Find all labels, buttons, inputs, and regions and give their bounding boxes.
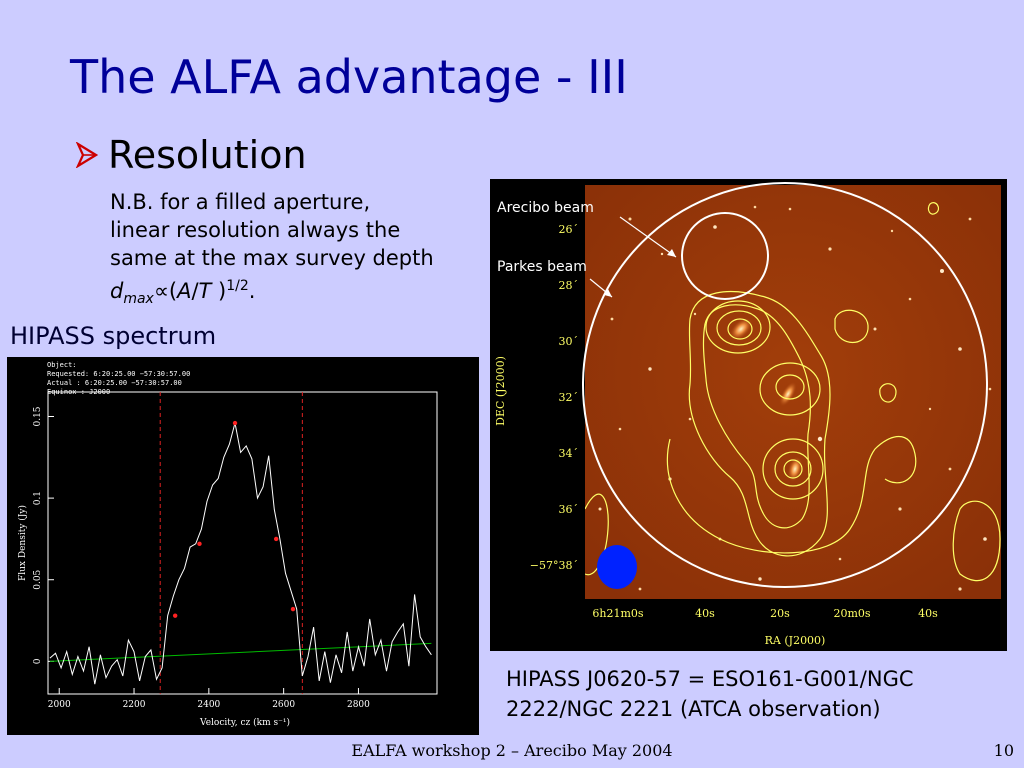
baseline-fit: [49, 642, 432, 662]
ra-tick-1: 40s: [695, 607, 715, 620]
atca-beam-ellipse: [597, 545, 637, 589]
arecibo-pointer: [619, 216, 677, 258]
spectrum-header-2: Actual : 6:20:25.00 −57:30:57.00: [47, 379, 182, 387]
formula-d: d: [110, 279, 124, 303]
arecibo-beam-circle: [681, 212, 769, 300]
formula-a: A: [177, 279, 192, 303]
y-tick-label-1: 0.05: [33, 569, 43, 589]
x-tick-label-0: 2000: [48, 700, 71, 710]
spectrum-header-0: Object:: [47, 361, 77, 369]
x-tick-label-4: 2800: [347, 700, 370, 710]
hipass-spectrum-label: HIPASS spectrum: [10, 322, 217, 350]
star-field: [598, 205, 992, 591]
note-line-1: N.B. for a filled aperture,: [110, 190, 371, 214]
note-line-2: linear resolution always the: [110, 218, 401, 242]
atca-radio-image: Arecibo beam Parkes beam 26´ 28´ 30´ 32´…: [490, 179, 1007, 651]
y-axis-label: Flux Density (Jy): [17, 505, 28, 581]
spectrum-markers: [172, 420, 296, 618]
x-tick-label-2: 2400: [197, 700, 220, 710]
page-number: 10: [993, 741, 1014, 760]
bullet-resolution: Resolution: [76, 133, 307, 177]
spectrum-marker-4: [290, 606, 296, 612]
x-axis-label: Velocity, cz (km s⁻¹): [199, 717, 290, 728]
image-caption: HIPASS J0620-57 = ESO161-G001/NGC 2222/N…: [506, 664, 1006, 724]
resolution-note: N.B. for a filled aperture, linear resol…: [110, 188, 490, 313]
dec-tick-38: −57°38´: [530, 559, 578, 572]
parkes-beam-label: Parkes beam: [497, 259, 587, 275]
formula-max: max: [123, 291, 154, 308]
spectrum-marker-3: [273, 536, 279, 542]
x-tick-label-3: 2600: [272, 700, 295, 710]
arrow-bullet-icon: [76, 142, 98, 168]
dec-tick-34: 34´: [559, 447, 579, 460]
parkes-arrowhead-icon: [604, 289, 612, 297]
formula-period: .: [248, 279, 256, 303]
dec-axis-label: DEC (J2000): [494, 356, 507, 426]
x-tick-label-1: 2200: [123, 700, 146, 710]
formula-exponent: 1/2: [226, 278, 249, 294]
plot-frame: [47, 391, 438, 695]
dec-tick-32: 32´: [559, 391, 579, 404]
arecibo-arrowhead-icon: [667, 249, 676, 257]
spectrum-marker-1: [197, 541, 202, 547]
dec-tick-36: 36´: [559, 503, 579, 516]
note-line-3: same at the max survey depth: [110, 246, 434, 270]
radio-image-svg: Arecibo beam Parkes beam 26´ 28´ 30´ 32´…: [494, 182, 1001, 647]
dec-tick-28: 28´: [559, 279, 579, 292]
dec-tick-26a: 26´: [559, 223, 579, 236]
slide-title: The ALFA advantage - III: [70, 50, 628, 104]
ra-tick-2: 20s: [770, 607, 790, 620]
spectrum-svg: Object: Requested: 6:20:25.00 −57:30:57.…: [17, 361, 438, 728]
ra-axis-label: RA (J2000): [765, 634, 826, 647]
y-tick-label-0: 0: [33, 658, 43, 664]
ra-tick-3: 20m0s: [833, 607, 870, 620]
formula-propto: ∝: [153, 279, 169, 303]
bullet-label: Resolution: [108, 133, 307, 177]
y-tick-label-2: 0.1: [33, 491, 43, 505]
hi-contours: [585, 202, 1001, 582]
y-tick-label-3: 0.15: [33, 406, 43, 426]
formula-paren-close: ): [211, 279, 227, 303]
flux-series-line: [49, 422, 432, 685]
formula-paren-open: (: [168, 279, 178, 303]
spectrum-marker-2: [232, 420, 238, 426]
spectrum-ticks: 2000 2200 2400 2600 2800 0 0.05 0.1 0.15: [33, 406, 370, 710]
parkes-beam-circle: [582, 182, 988, 588]
dec-tick-30: 30´: [559, 335, 579, 348]
formula-slash: /: [191, 279, 199, 303]
slide-footer: EALFA workshop 2 – Arecibo May 2004: [351, 741, 673, 760]
formula-t: T: [198, 279, 212, 303]
ra-tick-4: 40s: [918, 607, 938, 620]
velocity-window: [159, 392, 303, 694]
caption-line-2: 2222/NGC 2221 (ATCA observation): [506, 697, 881, 721]
ra-tick-0: 6h21m0s: [592, 607, 644, 620]
hipass-spectrum-plot: Object: Requested: 6:20:25.00 −57:30:57.…: [7, 357, 479, 735]
spectrum-marker-0: [172, 613, 178, 618]
arecibo-beam-label: Arecibo beam: [497, 200, 594, 216]
caption-line-1: HIPASS J0620-57 = ESO161-G001/NGC: [506, 667, 914, 691]
spectrum-header-1: Requested: 6:20:25.00 −57:30:57.00: [47, 370, 190, 378]
note-formula: dmax∝(A/T )1/2.: [110, 272, 490, 313]
